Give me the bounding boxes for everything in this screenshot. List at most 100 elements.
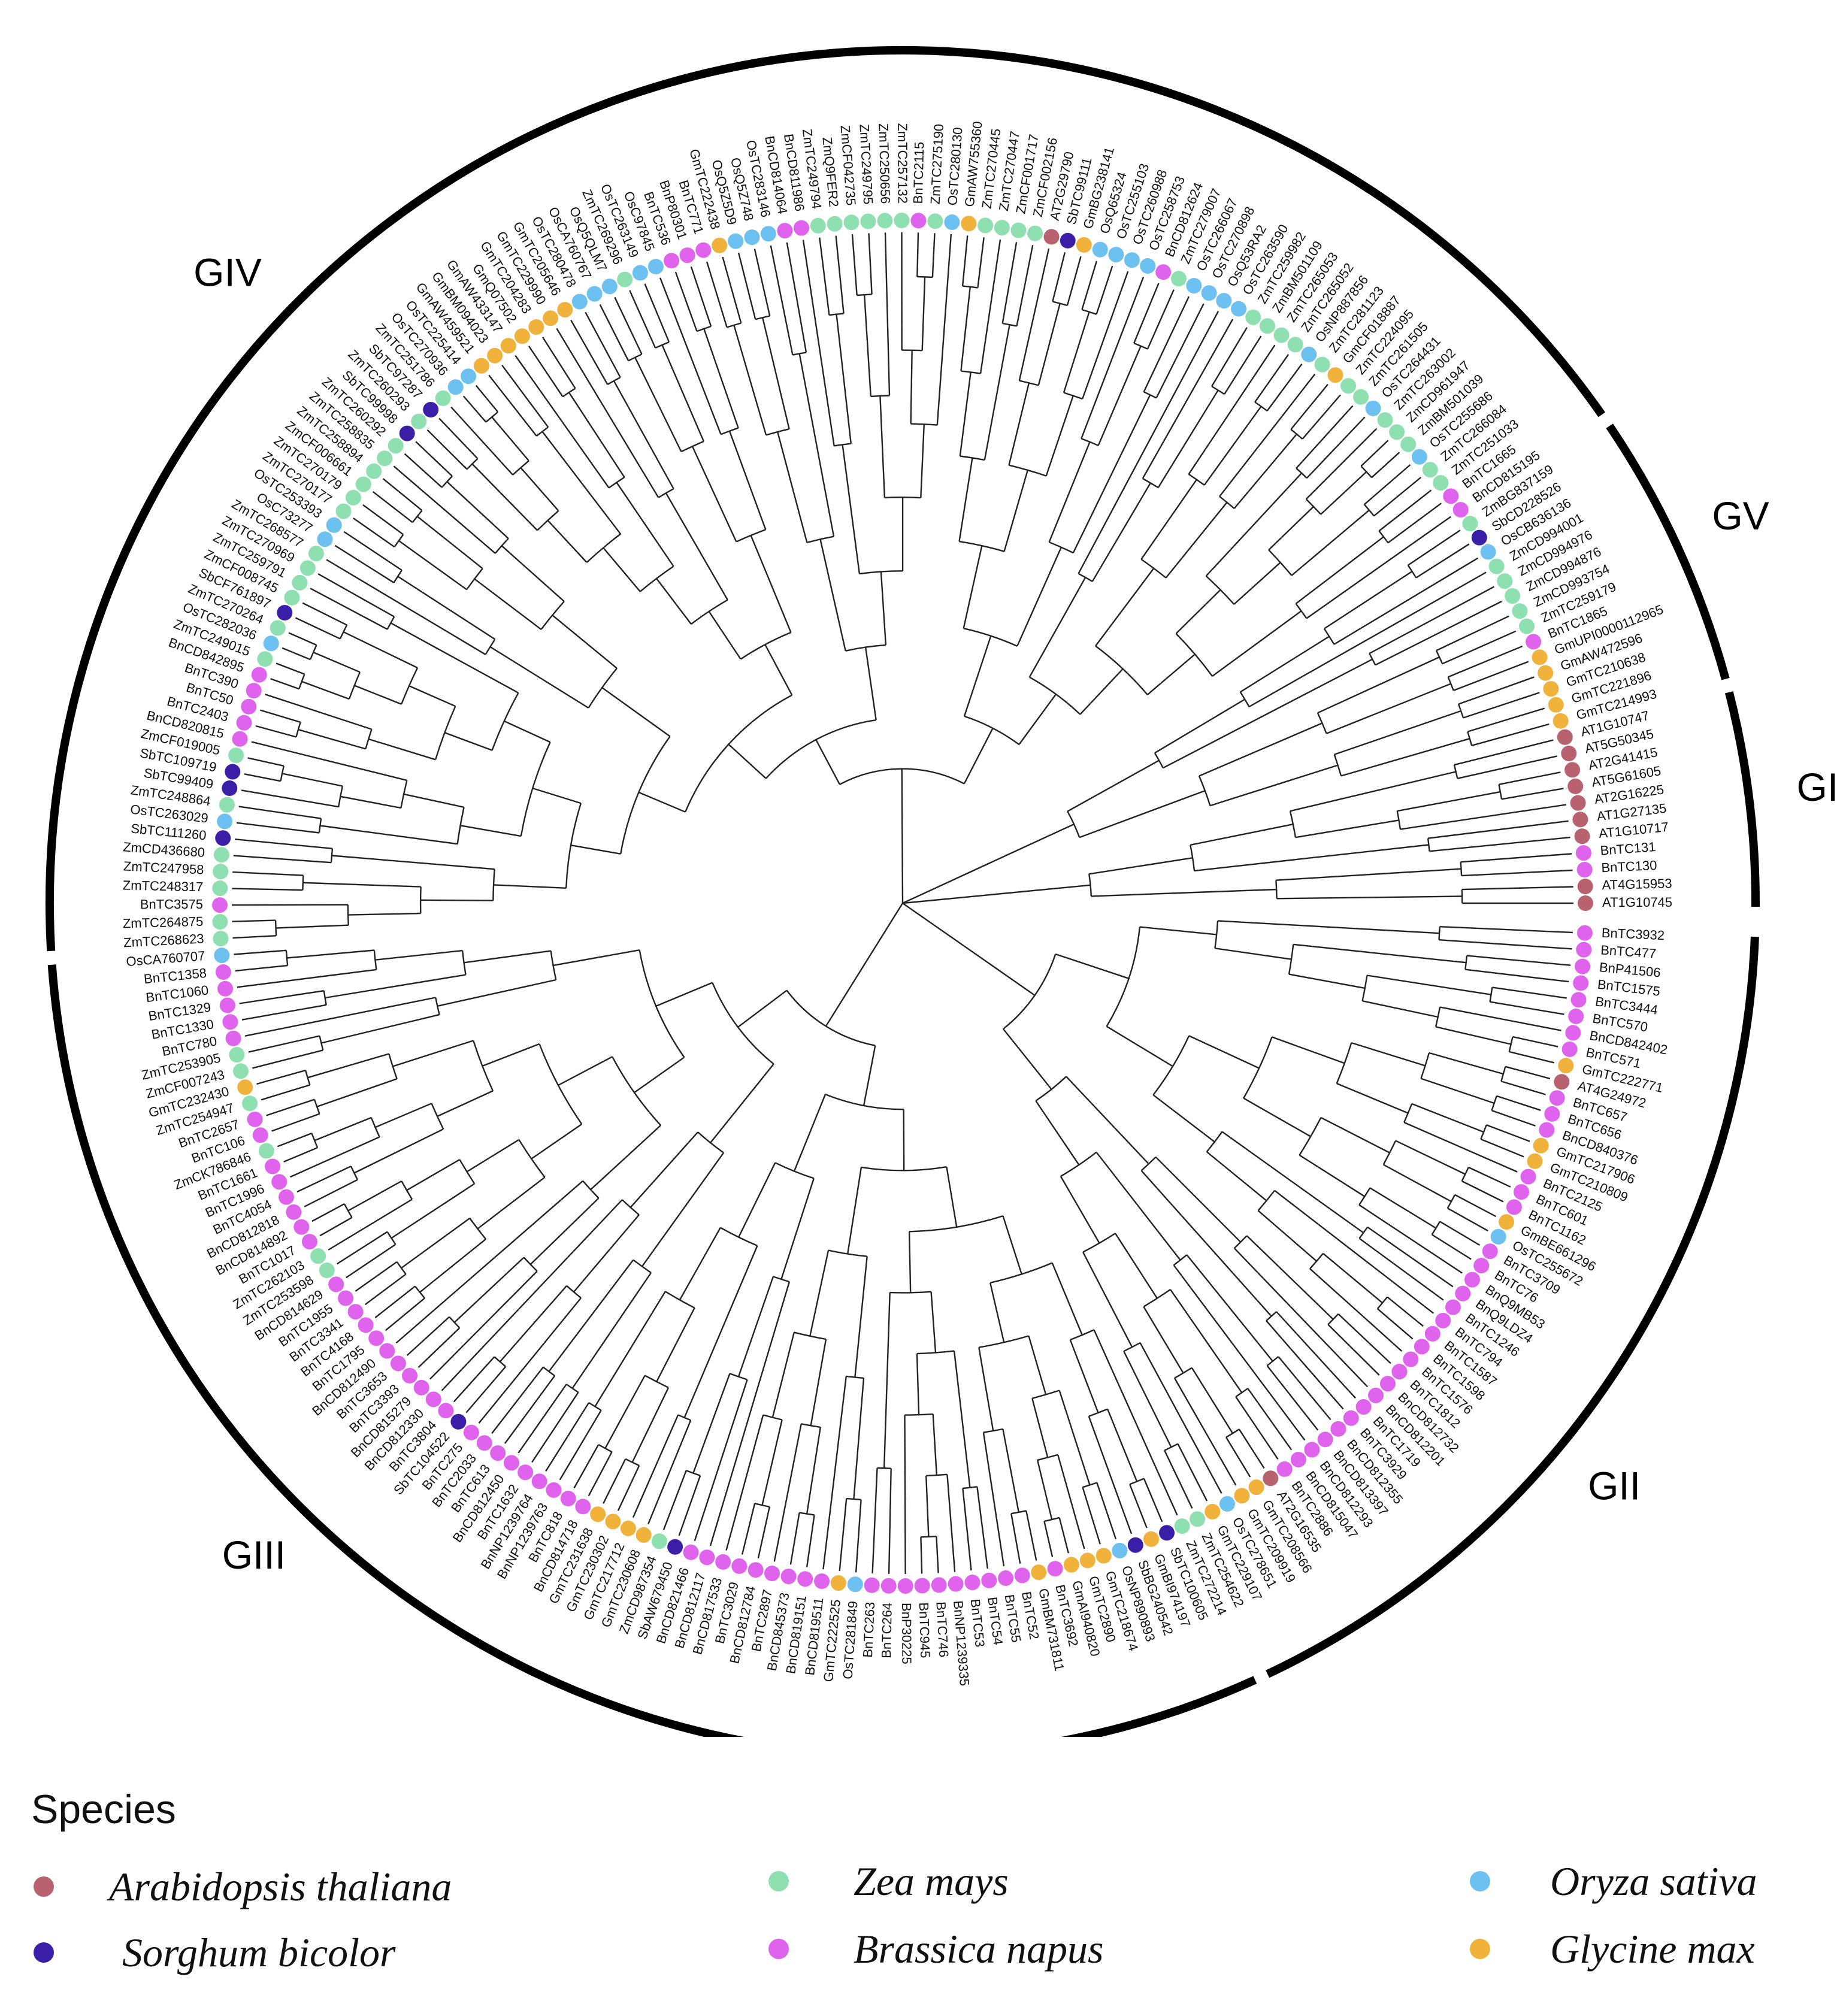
branch-arc (1317, 712, 1327, 734)
branch-line (963, 728, 994, 785)
leaf-label-BnTC53: BnTC53 (968, 1598, 988, 1648)
branch-line (438, 417, 479, 459)
branch-line (963, 635, 992, 717)
branch-line (401, 1218, 471, 1269)
branch-arc (625, 1458, 640, 1467)
branch-line (1096, 1482, 1117, 1540)
branch-line (317, 573, 395, 617)
leaf-dot-BnTC55 (998, 1570, 1014, 1586)
branch-line (465, 1366, 507, 1413)
branch-line (548, 1259, 634, 1372)
branch-line (1299, 1154, 1366, 1197)
branch-line (1461, 1180, 1504, 1203)
branch-arc (904, 1413, 933, 1416)
branch-line (1173, 1378, 1237, 1486)
leaf-dot-AT2G16225 (1570, 795, 1586, 811)
branch-line (415, 441, 453, 477)
clade-arc-GIV (46, 46, 1606, 952)
branch-line (462, 395, 487, 423)
legend-item-arabidopsis: Arabidopsis thaliana (34, 1860, 452, 1914)
branch-line (460, 825, 522, 837)
branch-arc (910, 423, 937, 426)
branch-line (1369, 586, 1495, 655)
branch-line (1290, 383, 1328, 430)
leaf-dot-BnTC2033 (476, 1435, 492, 1451)
clade-label-GII: GII (1588, 1464, 1641, 1508)
branch-line (321, 1013, 440, 1044)
leaf-label-AT4G15953: AT4G15953 (1602, 876, 1672, 892)
branch-arc (598, 1443, 613, 1453)
branch-line (1439, 1006, 1561, 1031)
branch-arc (680, 440, 704, 453)
branch-arc (644, 1375, 669, 1388)
branch-arc (1143, 1289, 1171, 1307)
branch-line (301, 680, 350, 700)
branch-line (855, 1499, 862, 1573)
branch-arc (1327, 1313, 1339, 1325)
leaf-label-ZmTC247958: ZmTC247958 (123, 858, 204, 877)
branch-line (1268, 506, 1314, 551)
branch-line (904, 1415, 906, 1575)
branch-line (501, 545, 565, 603)
branch-line (750, 535, 792, 633)
branch-line (936, 234, 952, 425)
branch-line (1323, 1252, 1383, 1304)
branch-arc (825, 1093, 904, 1110)
branch-line (590, 1125, 661, 1191)
branch-line (471, 463, 538, 531)
branch-arc (983, 1428, 1003, 1433)
branch-line (884, 232, 891, 396)
leaf-dot-BnTC3341 (347, 1304, 364, 1320)
leaf-dot-ZmTC250656 (877, 213, 893, 229)
branch-line (655, 982, 713, 1007)
leaf-dot-AT1G27135 (1572, 812, 1588, 828)
branch-line (656, 1307, 695, 1382)
branch-arc (1435, 1007, 1441, 1027)
leaf-label-OsTC281849: OsTC281849 (840, 1600, 861, 1679)
branch-line (499, 1285, 568, 1363)
branch-line (1002, 1215, 1022, 1275)
leaf-dot-GmTC231638 (590, 1506, 606, 1522)
leaf-dot-ZmTC254622 (1190, 1511, 1206, 1527)
branch-line (962, 1488, 972, 1571)
branch-arc (396, 1261, 407, 1275)
branch-line (1458, 676, 1535, 705)
branch-line (1383, 1164, 1452, 1203)
branch-line (504, 1375, 556, 1444)
branch-line (398, 540, 467, 591)
branch-line (529, 1197, 600, 1265)
leaf-dot-BnCD814064 (777, 223, 793, 239)
leaf-dot-OsTC280478 (571, 293, 588, 310)
branch-line (920, 1537, 923, 1574)
leaf-dot-ZmBG837159 (1462, 516, 1478, 532)
branch-line (806, 1515, 815, 1567)
leaf-dot-AT5G61605 (1567, 778, 1584, 794)
branch-line (1143, 1478, 1163, 1522)
branch-line (475, 385, 499, 413)
legend-label: Arabidopsis thaliana (109, 1863, 452, 1909)
leaf-label-ZmTC250656: ZmTC250656 (876, 123, 892, 204)
leaf-dot-OsTC263590 (1231, 301, 1246, 317)
leaf-label-BnP41506: BnP41506 (1599, 959, 1662, 980)
branch-line (1442, 630, 1517, 665)
branch-arc (1295, 603, 1308, 619)
branch-arc (586, 533, 621, 563)
branch-arc (1198, 776, 1211, 806)
branch-arc (628, 353, 643, 362)
leaf-dot-BnTC53 (964, 1575, 980, 1590)
leaf-dot-BnQ9MB53 (1464, 1272, 1480, 1288)
branch-line (1457, 755, 1557, 779)
branch-line (408, 685, 456, 707)
leaf-dot-ZmTC268623 (213, 931, 229, 947)
branch-arc (961, 370, 981, 374)
branch-line (1093, 1329, 1178, 1516)
leaf-label-ZmTC249795: ZmTC249795 (857, 123, 876, 205)
leaf-label-BnTC3932: BnTC3932 (1601, 925, 1665, 943)
leaf-dot-ZmTC249795 (860, 213, 876, 229)
branch-arc (386, 616, 395, 630)
branch-arc (1235, 1388, 1248, 1398)
branch-line (1238, 1428, 1265, 1469)
branch-arc (1382, 1140, 1397, 1166)
leaf-dot-GmTC230608 (635, 1527, 652, 1543)
clade-arc-GIII (47, 964, 1257, 1737)
